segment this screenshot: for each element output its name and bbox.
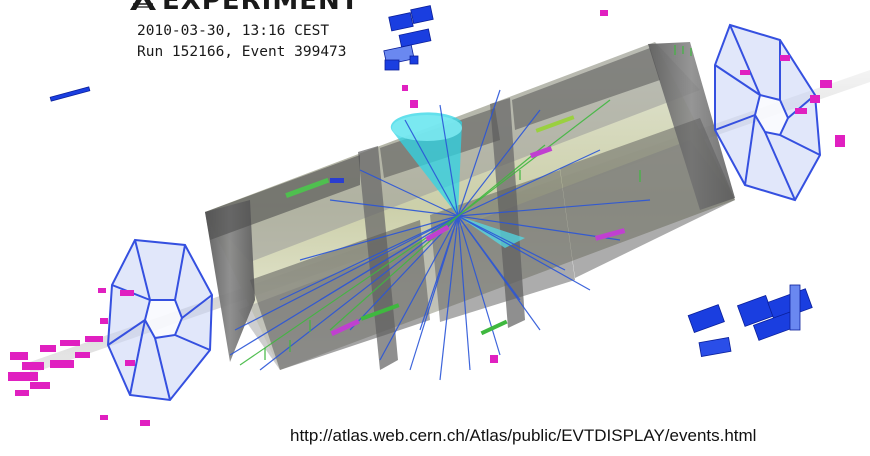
forward-hits [8,10,845,426]
run-event-id: Run 152166, Event 399473 [137,44,347,60]
source-url: http://atlas.web.cern.ch/Atlas/public/EV… [290,426,757,445]
experiment-name: EXPERIMENT [162,0,360,16]
left-endcap [106,238,214,402]
muon-chambers [49,5,813,357]
right-endcap [714,23,822,202]
experiment-logo: EXPERIMENT [128,0,428,15]
atlas-logo-icon [130,0,156,10]
event-header: EXPERIMENT 2010-03-30, 13:16 CEST Run 15… [128,0,428,63]
event-datetime: 2010-03-30, 13:16 CEST [137,23,330,39]
green-tracks [239,99,611,366]
charged-tracks [229,89,651,381]
calorimeter-hits [285,115,626,337]
scattered-hits [264,45,692,360]
